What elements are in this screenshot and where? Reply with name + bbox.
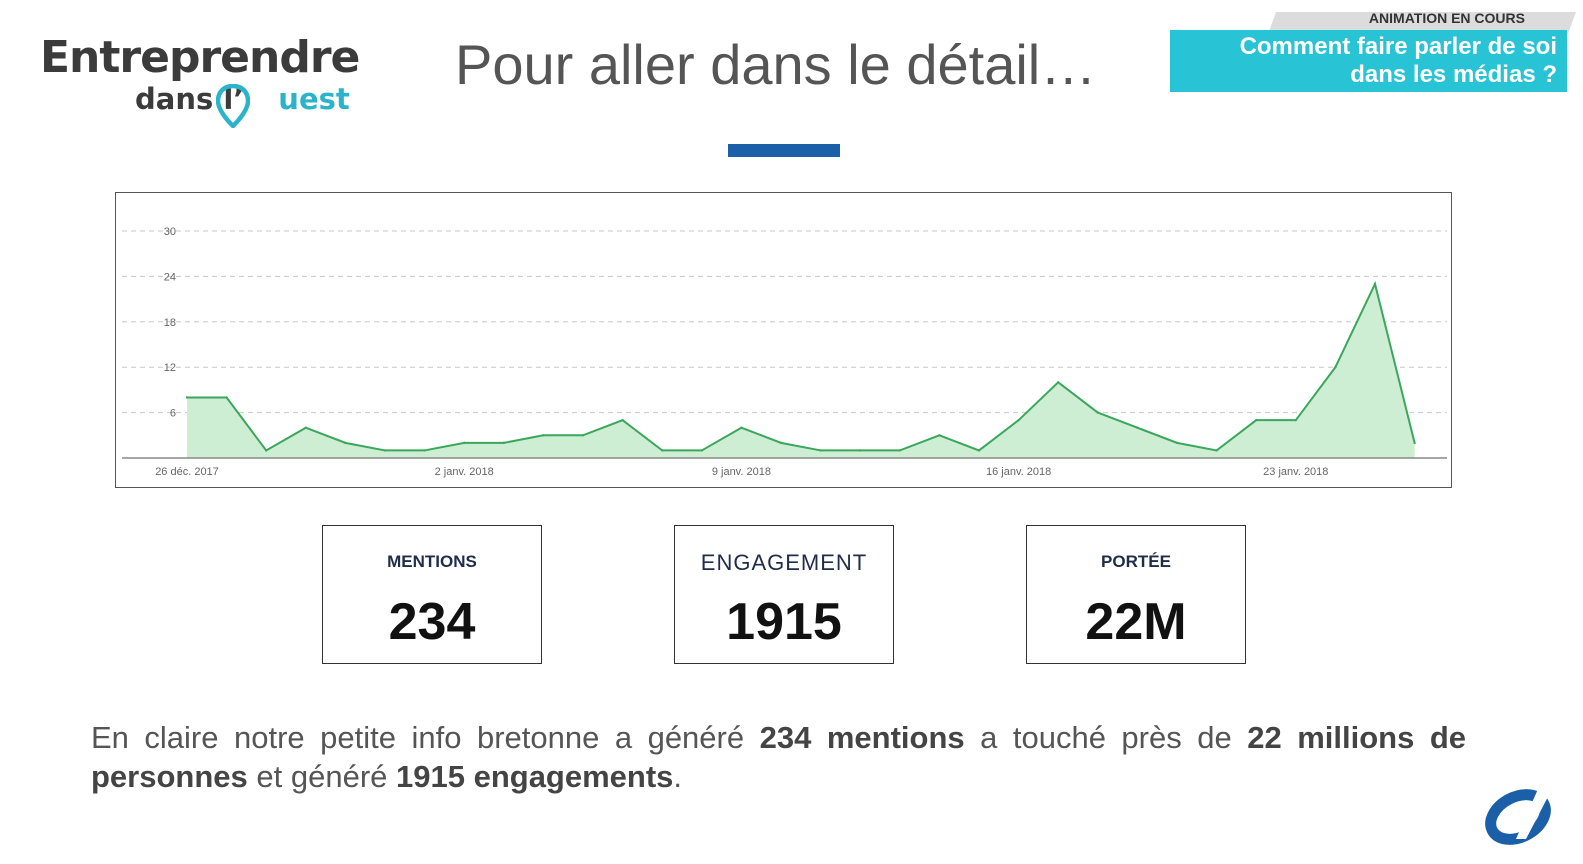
data-point-22 (1057, 381, 1060, 384)
data-point-26 (1215, 449, 1218, 452)
data-point-17 (859, 449, 862, 452)
data-point-2 (265, 449, 268, 452)
data-point-10 (581, 434, 585, 437)
kpi-portee: PORTÉE 22M (1026, 525, 1246, 664)
data-point-31 (1413, 441, 1416, 445)
kpi-value-portee: 22M (1085, 593, 1187, 651)
data-point-14 (740, 426, 743, 429)
logo-text-entreprendre: Entreprendre (40, 32, 360, 83)
data-point-29 (1334, 366, 1337, 369)
y-tick-label-12: 12 (164, 362, 176, 374)
data-point-16 (819, 449, 822, 452)
data-point-13 (700, 449, 703, 452)
data-point-12 (661, 449, 664, 452)
title-underline (728, 144, 840, 157)
series-area-fill (187, 283, 1415, 458)
mentions-chart: 6 12 18 24 30 26 déc. 2017 2 janv. 2018 9 janv.… (115, 192, 1452, 488)
banner-line-2: dans les médias ? (1350, 61, 1557, 88)
data-point-3 (304, 426, 307, 429)
series-line (187, 281, 1416, 452)
kpi-label-engagement: ENGAGEMENT (700, 550, 868, 575)
summary-paragraph: En claire notre petite info bretonne a g… (91, 718, 1466, 796)
y-tick-label-18: 18 (164, 317, 176, 329)
data-point-1 (225, 396, 228, 399)
data-point-9 (542, 434, 545, 437)
x-tick-label-3: 16 janv. 2018 (986, 466, 1051, 478)
data-point-18 (898, 449, 901, 452)
data-point-20 (977, 449, 981, 452)
kpi-value-engagement: 1915 (726, 593, 842, 651)
logo-text-uest: uest (278, 82, 350, 116)
x-tick-label-4: 23 janv. 2018 (1263, 466, 1328, 478)
y-tick-label-30: 30 (164, 226, 176, 238)
summary-text-4: . (673, 759, 683, 794)
summary-text-2: a touché près de (964, 720, 1248, 755)
kpi-engagement: ENGAGEMENT 1915 (674, 525, 894, 664)
banner-line-1: Comment faire parler de soi (1239, 33, 1557, 60)
data-point-19 (938, 434, 941, 437)
brand-logo: Entreprendre dans l’ uest (40, 32, 360, 132)
summary-bold-reach: 22 millions de personnes (91, 720, 1466, 794)
data-point-8 (502, 441, 505, 445)
map-pin-icon (216, 84, 250, 128)
summary-text-1: En claire notre petite info bretonne a g… (91, 720, 760, 755)
x-tick-label-1: 2 janv. 2018 (435, 466, 494, 478)
kpi-value-mentions: 234 (388, 593, 476, 651)
banner-label: ANIMATION EN COURS (1368, 10, 1525, 26)
data-point-23 (1096, 411, 1099, 414)
data-point-28 (1294, 418, 1298, 422)
kpi-label-mentions: MENTIONS (387, 552, 477, 571)
y-tick-label-24: 24 (164, 271, 176, 283)
data-point-6 (423, 449, 426, 452)
data-point-7 (463, 441, 466, 445)
data-point-21 (1017, 418, 1020, 422)
y-tick-label-6: 6 (170, 408, 176, 420)
chart-svg: 6 12 18 24 30 26 déc. 2017 2 janv. 2018 9 janv.… (122, 226, 1447, 478)
kpi-mentions: MENTIONS 234 (322, 525, 542, 664)
x-tick-label-2: 9 janv. 2018 (712, 466, 771, 478)
x-tick-label-0: 26 déc. 2017 (155, 466, 219, 478)
summary-text-3: et généré (247, 759, 396, 794)
data-point-0 (185, 396, 189, 399)
kpi-label-portee: PORTÉE (1101, 552, 1171, 571)
data-point-4 (344, 441, 347, 445)
data-point-24 (1136, 426, 1139, 429)
data-point-15 (779, 441, 783, 445)
banner-box: Comment faire parler de soi dans les méd… (1170, 30, 1567, 92)
data-point-30 (1373, 282, 1377, 286)
summary-bold-engagements: 1915 engagements (396, 759, 674, 794)
corner-brand-icon (1485, 789, 1552, 845)
data-point-11 (621, 418, 624, 422)
data-point-5 (383, 449, 387, 452)
data-point-25 (1175, 441, 1179, 445)
banner-text: Comment faire parler de soi dans les méd… (1240, 33, 1557, 89)
data-point-27 (1255, 418, 1258, 422)
summary-bold-mentions: 234 mentions (759, 720, 965, 755)
page-title: Pour aller dans le détail… (455, 33, 1097, 96)
